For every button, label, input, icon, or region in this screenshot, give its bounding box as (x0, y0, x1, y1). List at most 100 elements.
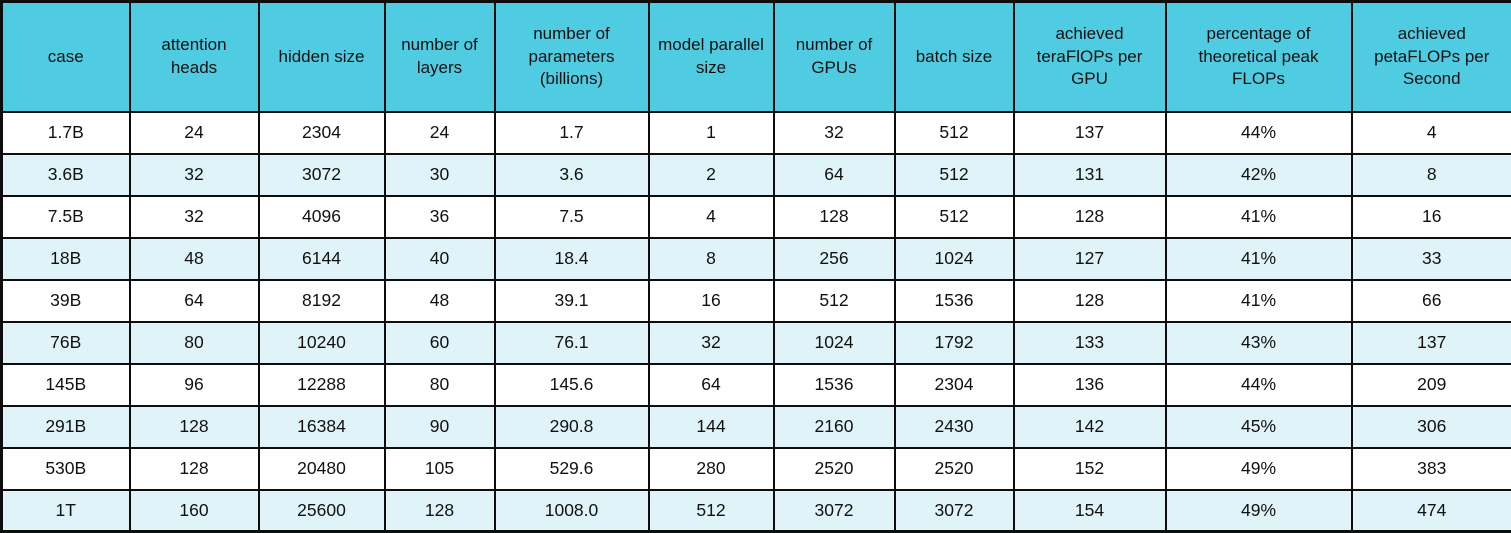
table-cell: 80 (130, 322, 259, 364)
table-cell: 137 (1014, 112, 1166, 154)
table-cell: 90 (385, 406, 495, 448)
table-cell: 280 (649, 448, 774, 490)
table-cell: 16 (1352, 196, 1511, 238)
table-cell: 6144 (259, 238, 385, 280)
table-cell: 306 (1352, 406, 1511, 448)
table-cell: 64 (649, 364, 774, 406)
table-cell: 160 (130, 490, 259, 532)
table-cell: 30 (385, 154, 495, 196)
table-cell: 44% (1166, 364, 1352, 406)
table-cell: 3.6B (2, 154, 130, 196)
table-cell: 41% (1166, 280, 1352, 322)
table-cell: 3072 (895, 490, 1014, 532)
table-cell: 76.1 (495, 322, 649, 364)
table-cell: 128 (1014, 280, 1166, 322)
table-cell: 49% (1166, 448, 1352, 490)
table-cell: 1024 (774, 322, 895, 364)
table-cell: 127 (1014, 238, 1166, 280)
table-cell: 48 (385, 280, 495, 322)
table-cell: 43% (1166, 322, 1352, 364)
table-cell: 383 (1352, 448, 1511, 490)
table-cell: 7.5 (495, 196, 649, 238)
table-cell: 8192 (259, 280, 385, 322)
table-cell: 136 (1014, 364, 1166, 406)
table-cell: 1T (2, 490, 130, 532)
table-cell: 105 (385, 448, 495, 490)
table-cell: 44% (1166, 112, 1352, 154)
table-cell: 128 (130, 406, 259, 448)
table-cell: 76B (2, 322, 130, 364)
table-cell: 16 (649, 280, 774, 322)
table-cell: 48 (130, 238, 259, 280)
table-cell: 530B (2, 448, 130, 490)
table-cell: 41% (1166, 196, 1352, 238)
table-cell: 3072 (259, 154, 385, 196)
table-cell: 20480 (259, 448, 385, 490)
table-cell: 474 (1352, 490, 1511, 532)
table-cell: 18.4 (495, 238, 649, 280)
table-cell: 131 (1014, 154, 1166, 196)
table-cell: 60 (385, 322, 495, 364)
table-cell: 1008.0 (495, 490, 649, 532)
table-cell: 12288 (259, 364, 385, 406)
column-header-number-of-gpus: number of GPUs (774, 2, 895, 112)
column-header-batch-size: batch size (895, 2, 1014, 112)
table-cell: 41% (1166, 238, 1352, 280)
table-cell: 2430 (895, 406, 1014, 448)
table-cell: 128 (1014, 196, 1166, 238)
table-cell: 145.6 (495, 364, 649, 406)
table-cell: 144 (649, 406, 774, 448)
table-cell: 512 (895, 112, 1014, 154)
table-cell: 128 (774, 196, 895, 238)
table-cell: 2304 (259, 112, 385, 154)
column-header-attention-heads: attention heads (130, 2, 259, 112)
table-cell: 36 (385, 196, 495, 238)
column-header-number-of-layers: number of layers (385, 2, 495, 112)
table-cell: 2160 (774, 406, 895, 448)
table-cell: 512 (774, 280, 895, 322)
table-cell: 512 (649, 490, 774, 532)
table-cell: 1792 (895, 322, 1014, 364)
table-cell: 32 (130, 154, 259, 196)
column-header-hidden-size: hidden size (259, 2, 385, 112)
table-cell: 529.6 (495, 448, 649, 490)
table-cell: 2520 (774, 448, 895, 490)
header-row: case attention heads hidden size number … (2, 2, 1511, 112)
column-header-model-parallel-size: model parallel size (649, 2, 774, 112)
table-cell: 49% (1166, 490, 1352, 532)
table-cell: 32 (774, 112, 895, 154)
table-cell: 137 (1352, 322, 1511, 364)
table-cell: 96 (130, 364, 259, 406)
table-cell: 2 (649, 154, 774, 196)
table-cell: 1 (649, 112, 774, 154)
table-cell: 256 (774, 238, 895, 280)
table-cell: 4 (1352, 112, 1511, 154)
table-cell: 291B (2, 406, 130, 448)
table-cell: 39.1 (495, 280, 649, 322)
table-cell: 133 (1014, 322, 1166, 364)
table-cell: 66 (1352, 280, 1511, 322)
column-header-percentage-theoretical-peak-flops: percentage of theoretical peak FLOPs (1166, 2, 1352, 112)
table-cell: 25600 (259, 490, 385, 532)
table-cell: 10240 (259, 322, 385, 364)
table-cell: 42% (1166, 154, 1352, 196)
table-cell: 7.5B (2, 196, 130, 238)
table-cell: 45% (1166, 406, 1352, 448)
table-cell: 8 (649, 238, 774, 280)
table-cell: 24 (385, 112, 495, 154)
column-header-achieved-teraflops-per-gpu: achieved teraFlOPs per GPU (1014, 2, 1166, 112)
table-cell: 39B (2, 280, 130, 322)
table-cell: 512 (895, 154, 1014, 196)
table-cell: 24 (130, 112, 259, 154)
table-cell: 2520 (895, 448, 1014, 490)
